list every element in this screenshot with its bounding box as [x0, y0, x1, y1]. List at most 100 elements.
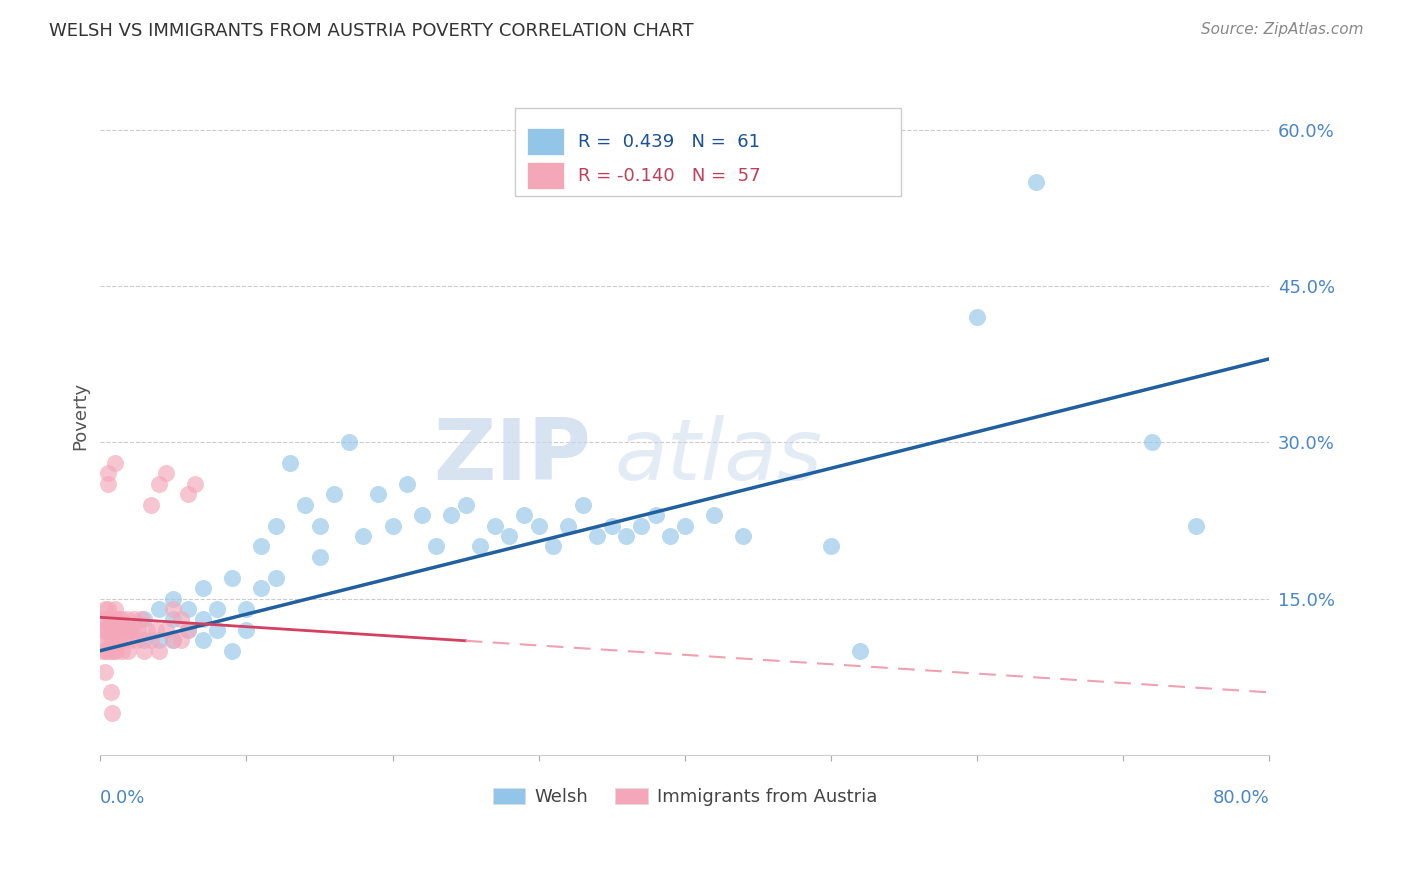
Point	[352, 529, 374, 543]
Text: 0.0%: 0.0%	[100, 789, 146, 806]
Point	[162, 591, 184, 606]
Point	[101, 612, 124, 626]
Point	[104, 633, 127, 648]
Point	[134, 612, 156, 626]
Point	[93, 665, 115, 679]
Point	[177, 623, 200, 637]
Point	[543, 540, 565, 554]
Point	[98, 612, 121, 626]
Point	[103, 643, 125, 657]
Point	[1185, 518, 1208, 533]
Point	[367, 487, 389, 501]
Point	[91, 612, 114, 626]
Text: WELSH VS IMMIGRANTS FROM AUSTRIA POVERTY CORRELATION CHART: WELSH VS IMMIGRANTS FROM AUSTRIA POVERTY…	[49, 22, 693, 40]
Point	[148, 602, 170, 616]
Point	[308, 549, 330, 564]
Point	[162, 602, 184, 616]
Point	[381, 518, 404, 533]
Point	[659, 529, 682, 543]
Point	[308, 518, 330, 533]
Point	[250, 540, 273, 554]
Point	[513, 508, 536, 523]
Point	[110, 612, 132, 626]
Point	[703, 508, 725, 523]
Point	[191, 633, 214, 648]
Point	[250, 581, 273, 595]
Point	[484, 518, 506, 533]
Point	[108, 633, 131, 648]
Point	[100, 685, 122, 699]
Text: R =  0.439   N =  61: R = 0.439 N = 61	[578, 133, 761, 151]
Point	[101, 706, 124, 721]
Point	[207, 623, 229, 637]
FancyBboxPatch shape	[516, 108, 901, 196]
Point	[104, 602, 127, 616]
Point	[425, 540, 447, 554]
FancyBboxPatch shape	[527, 128, 564, 155]
Point	[111, 623, 134, 637]
Point	[141, 498, 163, 512]
Point	[170, 612, 193, 626]
Point	[127, 623, 149, 637]
Point	[155, 467, 177, 481]
Point	[141, 633, 163, 648]
Point	[104, 623, 127, 637]
Point	[107, 612, 129, 626]
Point	[966, 310, 988, 325]
Point	[820, 540, 842, 554]
Point	[148, 633, 170, 648]
Point	[134, 633, 156, 648]
Point	[122, 612, 145, 626]
Point	[136, 623, 159, 637]
Point	[733, 529, 755, 543]
Point	[396, 477, 419, 491]
Point	[134, 643, 156, 657]
Legend: Welsh, Immigrants from Austria: Welsh, Immigrants from Austria	[485, 780, 884, 814]
Point	[235, 602, 257, 616]
Point	[101, 633, 124, 648]
FancyBboxPatch shape	[527, 162, 564, 189]
Text: Source: ZipAtlas.com: Source: ZipAtlas.com	[1201, 22, 1364, 37]
Point	[117, 643, 139, 657]
Point	[111, 643, 134, 657]
Point	[162, 633, 184, 648]
Point	[170, 633, 193, 648]
Point	[616, 529, 638, 543]
Text: R = -0.140   N =  57: R = -0.140 N = 57	[578, 167, 761, 185]
Point	[191, 612, 214, 626]
Point	[177, 487, 200, 501]
Point	[96, 633, 118, 648]
Point	[470, 540, 492, 554]
Point	[278, 456, 301, 470]
Point	[498, 529, 520, 543]
Point	[673, 518, 696, 533]
Point	[1142, 435, 1164, 450]
Point	[105, 623, 128, 637]
Point	[121, 623, 143, 637]
Point	[527, 518, 550, 533]
Point	[630, 518, 652, 533]
Point	[221, 643, 243, 657]
Point	[118, 623, 141, 637]
Point	[100, 643, 122, 657]
Point	[108, 623, 131, 637]
Point	[264, 518, 287, 533]
Point	[571, 498, 593, 512]
Point	[337, 435, 360, 450]
Point	[104, 456, 127, 470]
Point	[97, 477, 120, 491]
Point	[118, 623, 141, 637]
Point	[1024, 175, 1046, 189]
Point	[586, 529, 609, 543]
Point	[221, 571, 243, 585]
Point	[191, 581, 214, 595]
Point	[644, 508, 666, 523]
Point	[96, 623, 118, 637]
Point	[97, 602, 120, 616]
Point	[97, 623, 120, 637]
Point	[120, 633, 142, 648]
Point	[104, 612, 127, 626]
Point	[107, 623, 129, 637]
Point	[600, 518, 623, 533]
Point	[264, 571, 287, 585]
